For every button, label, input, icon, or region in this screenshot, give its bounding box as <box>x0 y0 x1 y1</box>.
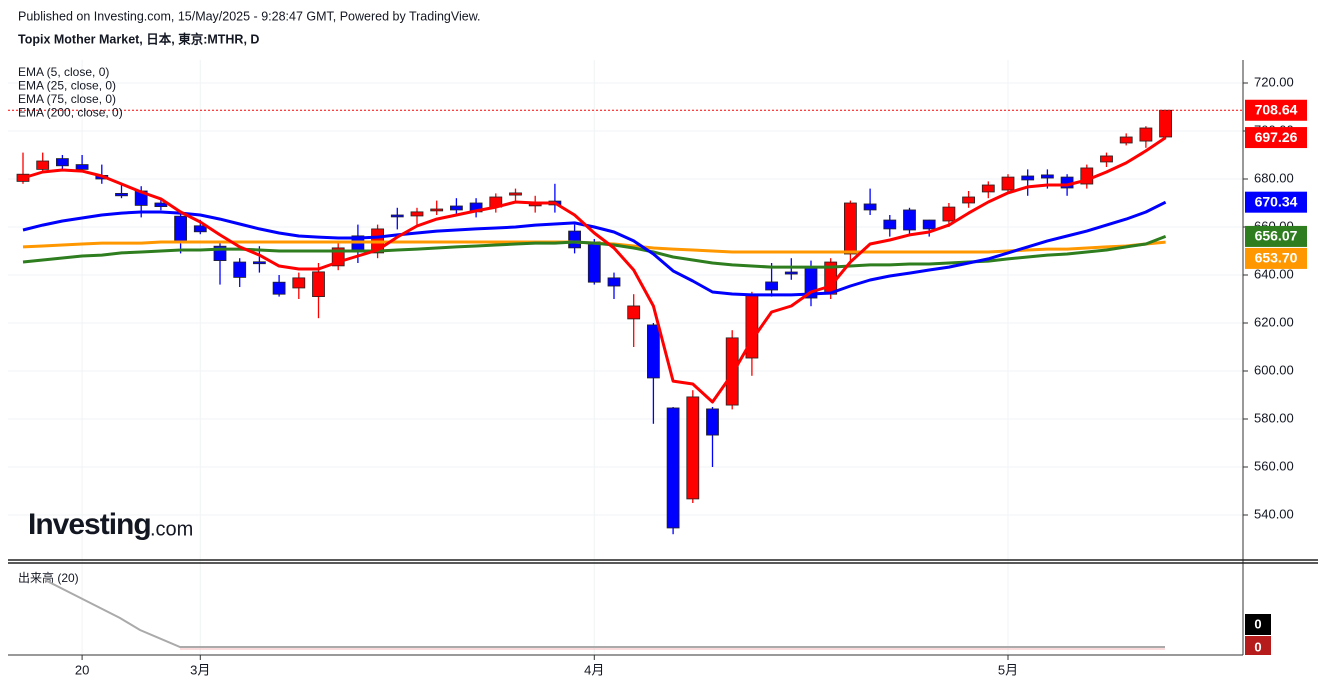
candle-body <box>607 277 621 287</box>
legend-entry: EMA (200, close, 0) <box>18 106 123 120</box>
x-tick-label: 5月 <box>998 662 1018 677</box>
subtitle: Published on Investing.com, 15/May/2025 … <box>18 9 481 23</box>
candle-body <box>666 407 680 529</box>
candle-body <box>765 281 778 291</box>
candle-body <box>587 241 601 283</box>
plot <box>8 109 1243 535</box>
candle-body <box>903 209 916 231</box>
candle-body <box>1021 175 1035 181</box>
candle-body <box>1119 136 1133 144</box>
candle-body <box>627 305 641 320</box>
candle-body <box>312 271 325 297</box>
legend-entry: EMA (25, close, 0) <box>18 79 116 93</box>
grid: 540.00560.00580.00600.00620.00640.00660.… <box>8 60 1294 677</box>
y-tick-label: 580.00 <box>1254 410 1294 425</box>
candle-body <box>1159 109 1172 138</box>
candle-body <box>686 396 700 500</box>
x-tick-label: 20 <box>75 662 89 677</box>
last-value-label: 708.64 <box>1255 101 1298 117</box>
y-tick-label: 640.00 <box>1254 266 1294 281</box>
last-value-box <box>1245 191 1307 213</box>
last-value-label: 656.07 <box>1255 228 1298 244</box>
candle-body <box>193 225 207 233</box>
candle-body <box>174 215 188 242</box>
y-tick-label: 540.00 <box>1254 506 1294 521</box>
candle-body <box>115 192 128 197</box>
candle-body <box>56 158 69 167</box>
watermark-logo: Investing <box>28 508 151 541</box>
candle-body <box>1041 174 1054 179</box>
volume-scale-box <box>1245 614 1271 635</box>
candle-body <box>509 192 522 196</box>
volume-scale-label: 0 <box>1254 639 1261 654</box>
volume-scale-label: 0 <box>1254 616 1261 631</box>
last-value-box <box>1245 247 1307 269</box>
candle-body <box>922 219 936 230</box>
candle-body <box>449 205 463 211</box>
chart-title: Topix Mother Market, 日本, 東京:MTHR, D <box>18 31 259 46</box>
candle-body <box>272 281 286 295</box>
candle-body <box>784 271 798 275</box>
candle-body <box>233 261 247 278</box>
last-value-box <box>1245 99 1307 121</box>
candle-body <box>410 211 424 217</box>
volume-scale-box <box>1245 636 1271 655</box>
volume-label: 出来高 (20) <box>18 570 79 585</box>
y-tick-label: 620.00 <box>1254 314 1294 329</box>
candle-body <box>568 230 581 249</box>
legend-entry: EMA (75, close, 0) <box>18 92 116 106</box>
candle-body <box>844 202 857 255</box>
candle-body <box>430 208 444 212</box>
x-tick-label: 3月 <box>190 662 210 677</box>
candle-body <box>706 408 719 436</box>
ema-line <box>22 200 1167 297</box>
candle-body <box>154 202 168 207</box>
candle-body <box>981 184 995 193</box>
candle-body <box>1001 176 1015 191</box>
legend: EMA (5, close, 0)EMA (25, close, 0)EMA (… <box>18 65 123 120</box>
candle-body <box>883 219 897 230</box>
candle-body <box>390 214 404 218</box>
y-tick-label: 600.00 <box>1254 362 1294 377</box>
candle-body <box>1139 127 1153 142</box>
candle-body <box>292 277 306 289</box>
candle-body <box>942 206 956 222</box>
y-tick-label: 720.00 <box>1254 74 1294 89</box>
last-value-labels: 708.64 697.26 670.34 656.07 653.70 <box>1245 99 1307 269</box>
legend-entry: EMA (5, close, 0) <box>18 65 109 79</box>
y-tick-label: 560.00 <box>1254 458 1294 473</box>
last-value-label: 670.34 <box>1255 193 1298 209</box>
last-value-box <box>1245 225 1307 247</box>
watermark-suffix: .com <box>150 518 193 540</box>
last-value-box <box>1245 127 1307 149</box>
last-value-label: 697.26 <box>1255 129 1298 145</box>
candle-body <box>75 164 89 170</box>
candle-body <box>1100 155 1113 163</box>
x-tick-label: 4月 <box>584 662 604 677</box>
last-value-label: 653.70 <box>1255 250 1298 266</box>
candle-body <box>962 196 975 204</box>
y-tick-label: 680.00 <box>1254 170 1294 185</box>
volume-ma-line <box>44 579 1165 648</box>
candle-body <box>647 324 660 379</box>
ema-line <box>22 136 1167 404</box>
candle-body <box>36 160 50 170</box>
candle-body <box>863 203 877 211</box>
candle-body <box>252 261 266 265</box>
